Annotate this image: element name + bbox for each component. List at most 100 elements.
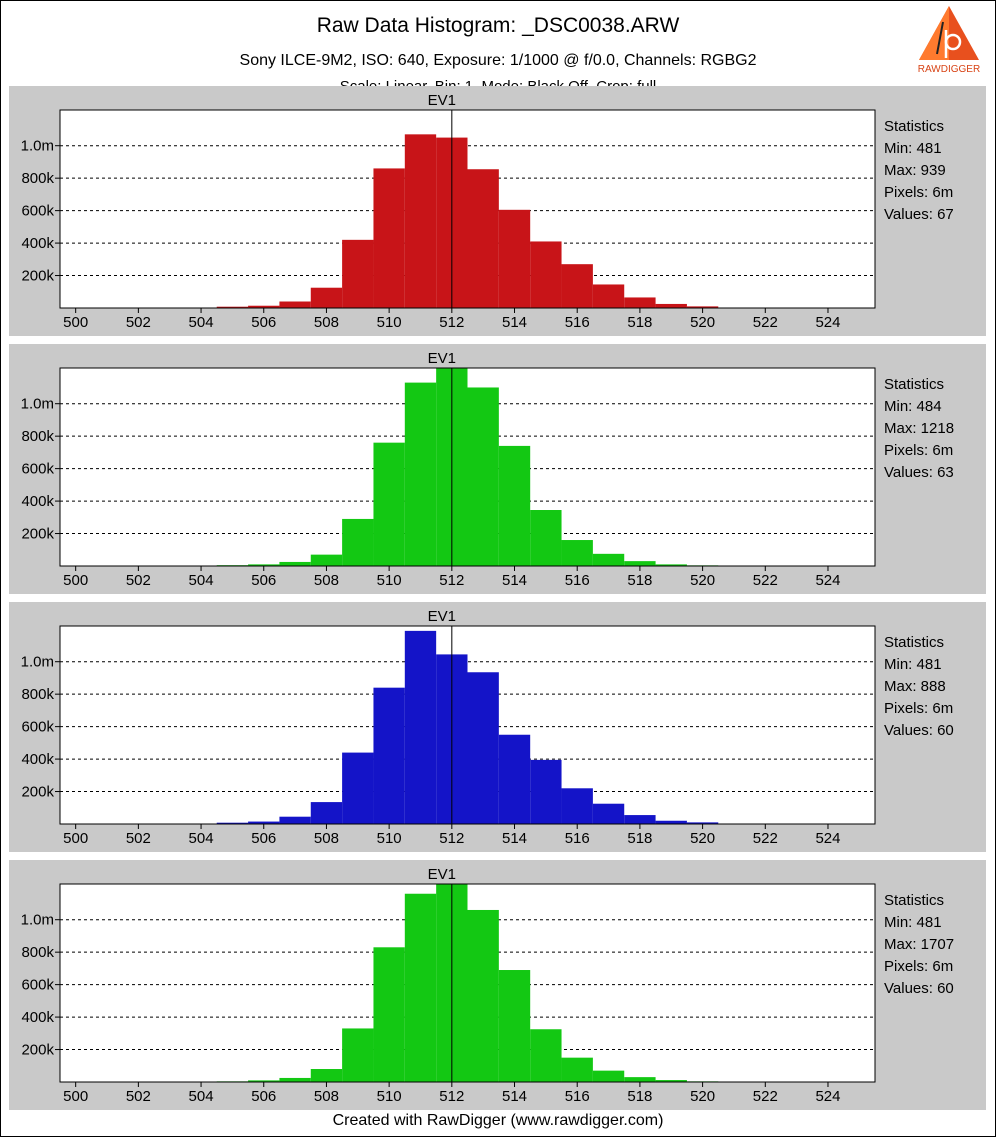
histogram-bar-g [624, 561, 656, 566]
x-tick-label-b: 500 [63, 830, 88, 847]
y-tick-label-g: 800k [21, 428, 54, 445]
x-tick-label-r: 516 [565, 314, 590, 331]
x-tick-label-g2: 500 [63, 1088, 88, 1105]
histogram-panel-g: 200k 400k 600k 800k 1.0m EV1 500 502 504 506 508 51… [9, 344, 986, 594]
y-tick-label-g2: 400k [21, 1009, 54, 1026]
footer-credit: Created with RawDigger (www.rawdigger.co… [332, 1112, 664, 1129]
y-tick-label-b: 1.0m [21, 654, 54, 671]
stats-min-b: Min: 481 [884, 656, 942, 673]
histogram-chart-g: 200k 400k 600k 800k 1.0m EV1 500 502 504 506 508 51… [21, 350, 954, 589]
histogram-bar-b [561, 788, 593, 824]
histogram-bar-b [686, 822, 719, 824]
x-tick-label-b: 510 [377, 830, 402, 847]
histogram-bar-b [373, 687, 405, 824]
histogram-bar-g [310, 554, 343, 566]
x-tick-label-g2: 520 [690, 1088, 715, 1105]
x-tick-label-r: 518 [627, 314, 652, 331]
x-tick-label-b: 522 [753, 830, 778, 847]
x-tick-label-g2: 506 [251, 1088, 276, 1105]
y-tick-label-r: 800k [21, 170, 54, 187]
histogram-bar-r [373, 168, 405, 308]
stats-pixels-b: Pixels: 6m [884, 700, 953, 717]
x-tick-label-b: 506 [251, 830, 276, 847]
x-tick-label-g2: 504 [189, 1088, 214, 1105]
histogram-chart-r: 200k 400k 600k 800k 1.0m EV1 500 502 504 506 508 51… [21, 92, 954, 331]
histogram-bar-b [655, 820, 687, 824]
stats-heading-b: Statistics [884, 634, 944, 651]
stats-max-g: Max: 1218 [884, 420, 954, 437]
histogram-bar-g2 [373, 947, 405, 1082]
stats-heading-g: Statistics [884, 376, 944, 393]
stats-heading-r: Statistics [884, 118, 944, 135]
x-tick-label-g: 520 [690, 572, 715, 589]
y-tick-label-g: 400k [21, 493, 54, 510]
x-tick-label-g: 514 [502, 572, 527, 589]
histogram-bar-r [248, 305, 280, 308]
x-tick-label-b: 508 [314, 830, 339, 847]
stats-pixels-g: Pixels: 6m [884, 442, 953, 459]
y-tick-label-b: 600k [21, 719, 54, 736]
histogram-bar-r [686, 306, 719, 308]
x-tick-label-g: 510 [377, 572, 402, 589]
histogram-bar-g [592, 553, 625, 566]
histogram-bar-g [561, 540, 593, 566]
y-tick-label-g: 1.0m [21, 396, 54, 413]
histogram-bar-g2 [592, 1070, 625, 1082]
histogram-bar-r [624, 297, 656, 308]
histogram-bar-g2 [467, 909, 499, 1082]
y-tick-label-r: 400k [21, 235, 54, 252]
plot-border-g2 [59, 883, 876, 1083]
histogram-panel-g2: 200k 400k 600k 800k 1.0m EV1 500 502 504 506 508 51… [9, 860, 986, 1110]
histogram-bar-g2 [624, 1077, 656, 1082]
histogram-bar-g [655, 564, 687, 566]
histogram-bar-g2 [310, 1069, 343, 1082]
x-tick-label-g2: 502 [126, 1088, 151, 1105]
histogram-bar-r [561, 264, 593, 308]
histogram-bar-b [216, 822, 249, 824]
y-tick-label-r: 600k [21, 203, 54, 220]
histogram-bar-r [216, 306, 249, 308]
x-tick-label-b: 502 [126, 830, 151, 847]
x-tick-label-r: 514 [502, 314, 527, 331]
x-tick-label-g2: 510 [377, 1088, 402, 1105]
histogram-chart-g2: 200k 400k 600k 800k 1.0m EV1 500 502 504 506 508 51… [21, 866, 954, 1105]
x-tick-label-g: 506 [251, 572, 276, 589]
stats-min-g: Min: 484 [884, 398, 942, 415]
y-tick-label-g: 200k [21, 526, 54, 543]
x-tick-label-g2: 512 [439, 1088, 464, 1105]
histogram-bar-g2 [561, 1057, 593, 1082]
histogram-panel-r: 200k 400k 600k 800k 1.0m EV1 500 502 504 506 508 51… [9, 86, 986, 336]
x-tick-label-g2: 522 [753, 1088, 778, 1105]
histogram-bar-b [248, 821, 280, 824]
x-tick-label-g: 518 [627, 572, 652, 589]
stats-max-g2: Max: 1707 [884, 936, 954, 953]
plot-border-g [59, 367, 876, 567]
histogram-bar-b [624, 815, 656, 824]
histogram-bar-g [467, 387, 499, 566]
stats-max-b: Max: 888 [884, 678, 946, 695]
y-tick-label-g2: 1.0m [21, 912, 54, 929]
camera-info-subtitle: Sony ILCE-9M2, ISO: 640, Exposure: 1/100… [239, 52, 757, 69]
histogram-chart-b: 200k 400k 600k 800k 1.0m EV1 500 502 504 506 508 51… [21, 608, 954, 847]
histogram-bar-r [655, 303, 687, 308]
histogram-bar-b [342, 752, 374, 824]
histogram-bar-g [279, 561, 311, 566]
plot-border-b [59, 625, 876, 825]
y-tick-label-r: 1.0m [21, 138, 54, 155]
x-tick-label-g: 512 [439, 572, 464, 589]
y-tick-label-b: 400k [21, 751, 54, 768]
histogram-bar-b [404, 630, 437, 824]
y-tick-label-b: 800k [21, 686, 54, 703]
x-tick-label-b: 514 [502, 830, 527, 847]
histogram-bar-b [467, 672, 499, 824]
histogram-bar-r [498, 209, 531, 308]
histogram-title: Raw Data Histogram: _DSC0038.ARW [316, 14, 680, 37]
histogram-bar-r [342, 239, 374, 308]
histogram-bar-g2 [530, 1029, 562, 1082]
x-tick-label-r: 522 [753, 314, 778, 331]
histogram-bar-r [592, 284, 625, 308]
x-tick-label-g: 516 [565, 572, 590, 589]
histogram-bar-g2 [248, 1080, 280, 1082]
x-tick-label-r: 512 [439, 314, 464, 331]
ev-marker-label-b: EV1 [428, 608, 456, 625]
